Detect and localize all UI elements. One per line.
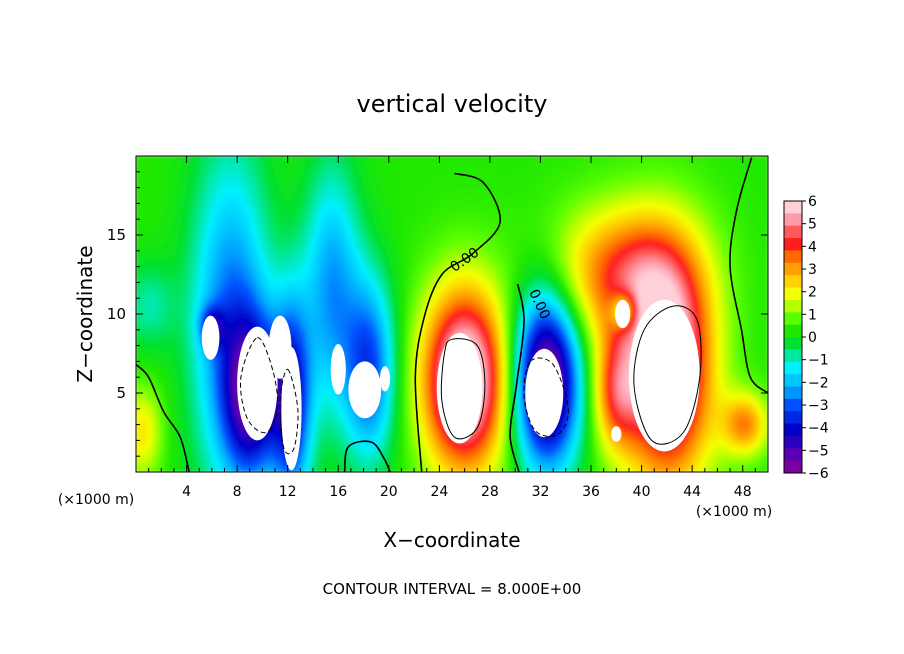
- colorbar-swatch: [784, 349, 802, 363]
- colorbar-swatch: [784, 324, 802, 338]
- colorbar-swatch: [784, 312, 802, 326]
- y-tick-label: 15: [107, 226, 126, 244]
- colorbar-label: 6: [808, 194, 817, 210]
- x-tick-label: 48: [734, 484, 752, 500]
- saturated-region-9: [628, 299, 700, 452]
- colorbar-swatch: [784, 262, 802, 276]
- x-tick-label: 28: [481, 484, 499, 500]
- x-tick-label: 44: [683, 484, 701, 500]
- colorbar-swatch: [784, 287, 802, 301]
- colorbar-swatch: [784, 213, 802, 227]
- x-tick-label: 4: [182, 484, 191, 500]
- colorbar-swatch: [784, 386, 802, 400]
- saturated-region-8: [525, 348, 564, 438]
- colorbar-label: 2: [808, 285, 817, 301]
- colorbar-swatch: [784, 275, 802, 288]
- x-unit-label-left: (×1000 m): [58, 492, 134, 508]
- colorbar-label: 3: [808, 262, 817, 278]
- saturated-region-0: [201, 315, 220, 360]
- colorbar-swatch: [784, 361, 802, 375]
- colorbar-swatch: [784, 435, 802, 449]
- colorbar-label: 0: [808, 330, 817, 346]
- colorbar-swatch: [784, 250, 802, 264]
- saturated-region-3: [281, 347, 302, 471]
- inner-contour-2: [633, 305, 702, 445]
- colorbar-label: −2: [808, 375, 829, 391]
- x-axis-label: X−coordinate: [383, 528, 520, 552]
- colorbar-swatch: [784, 201, 802, 214]
- inner-contour-1: [523, 357, 569, 437]
- colorbar-swatch: [784, 299, 802, 313]
- saturated-region-6: [379, 366, 391, 392]
- saturated-region-5: [348, 361, 382, 419]
- x-tick-label: 32: [532, 484, 550, 500]
- inner-contour-4: [279, 368, 299, 455]
- colorbar-label: 4: [808, 239, 817, 255]
- colorbar-swatch: [784, 238, 802, 251]
- zero-contour-4: [343, 440, 391, 472]
- colorbar-label: −5: [808, 443, 829, 459]
- zero-contour-3: [136, 363, 190, 472]
- zero-contour-0: [414, 172, 501, 472]
- colorbar-label: −1: [808, 353, 829, 369]
- y-tick-label: 5: [116, 384, 126, 402]
- contour-lines: [136, 157, 768, 472]
- x-tick-label: 20: [380, 484, 398, 500]
- saturated-region-4: [330, 344, 346, 395]
- colorbar-label: 5: [808, 217, 817, 233]
- colorbar-swatch: [784, 411, 802, 424]
- x-axis: 4 8 12 16 20 24 28 32 36 40 44 48: [148, 156, 756, 500]
- colorbar-label: 1: [808, 307, 817, 323]
- colorbar-swatch: [784, 398, 802, 412]
- colorbar-swatch: [784, 337, 802, 350]
- y-axis: 5 10 15: [107, 171, 768, 457]
- colorbar: 6 5 4 3 2 1 0 −1 −2 −3 −4 −5 −6: [783, 194, 829, 482]
- x-tick-label: 8: [233, 484, 242, 500]
- x-tick-label: 12: [279, 484, 297, 500]
- saturated-region-7: [436, 332, 483, 444]
- colorbar-swatch: [784, 448, 802, 462]
- x-tick-label: 16: [329, 484, 347, 500]
- y-axis-label: Z−coordinate: [73, 245, 97, 382]
- colorbar-swatch: [784, 460, 802, 474]
- colorbar-label: −6: [808, 466, 829, 482]
- zero-contour-2: [729, 157, 768, 394]
- zero-contour-1: [509, 283, 525, 472]
- inner-contour-0: [440, 338, 486, 440]
- colorbar-swatch: [784, 423, 802, 437]
- colorbar-swatch: [784, 225, 802, 239]
- saturated-region-11: [611, 426, 622, 442]
- saturated-region-10: [615, 299, 631, 329]
- x-unit-label-right: (×1000 m): [696, 504, 772, 520]
- contour-interval-footer: CONTOUR INTERVAL = 8.000E+00: [323, 580, 582, 598]
- x-tick-label: 40: [633, 484, 651, 500]
- inner-contour-3: [240, 337, 279, 434]
- colorbar-label: −3: [808, 398, 829, 414]
- x-tick-label: 24: [430, 484, 448, 500]
- y-tick-label: 10: [107, 305, 126, 323]
- colorbar-swatch: [784, 374, 802, 387]
- x-tick-label: 36: [582, 484, 600, 500]
- chart-title: vertical velocity: [357, 90, 548, 118]
- colorbar-label: −4: [808, 421, 829, 437]
